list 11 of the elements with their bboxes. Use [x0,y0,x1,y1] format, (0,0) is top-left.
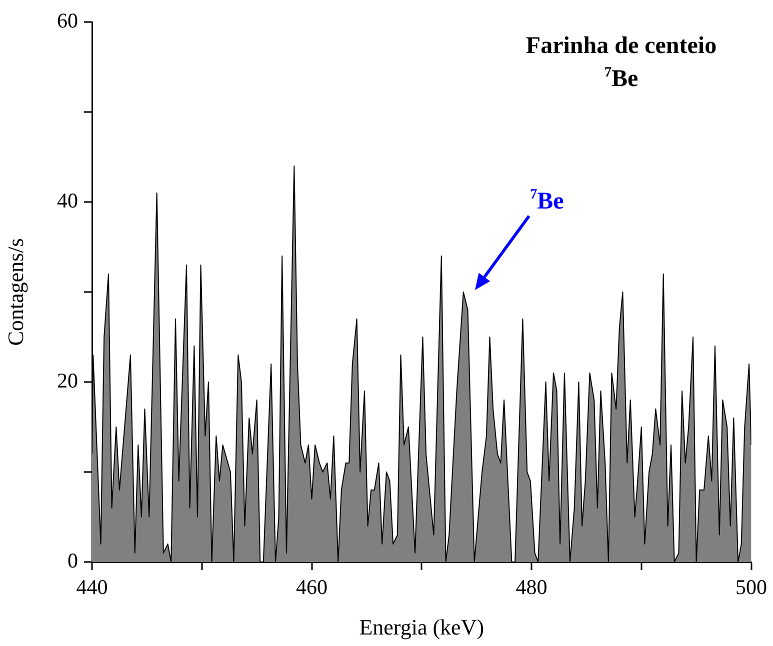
x-tick-label: 500 [736,575,767,600]
y-tick-label: 40 [57,188,78,213]
y-tick-label: 60 [57,8,78,33]
chart-title: Farinha de centeio [526,33,717,59]
y-tick-label: 20 [57,368,78,393]
x-tick-label: 460 [296,575,328,600]
x-tick-label: 440 [76,575,108,600]
x-tick-label: 480 [516,575,548,600]
y-tick-label: 0 [68,548,78,573]
x-axis-title: Energia (keV) [359,614,484,640]
y-axis-title: Contagens/s [2,238,28,346]
